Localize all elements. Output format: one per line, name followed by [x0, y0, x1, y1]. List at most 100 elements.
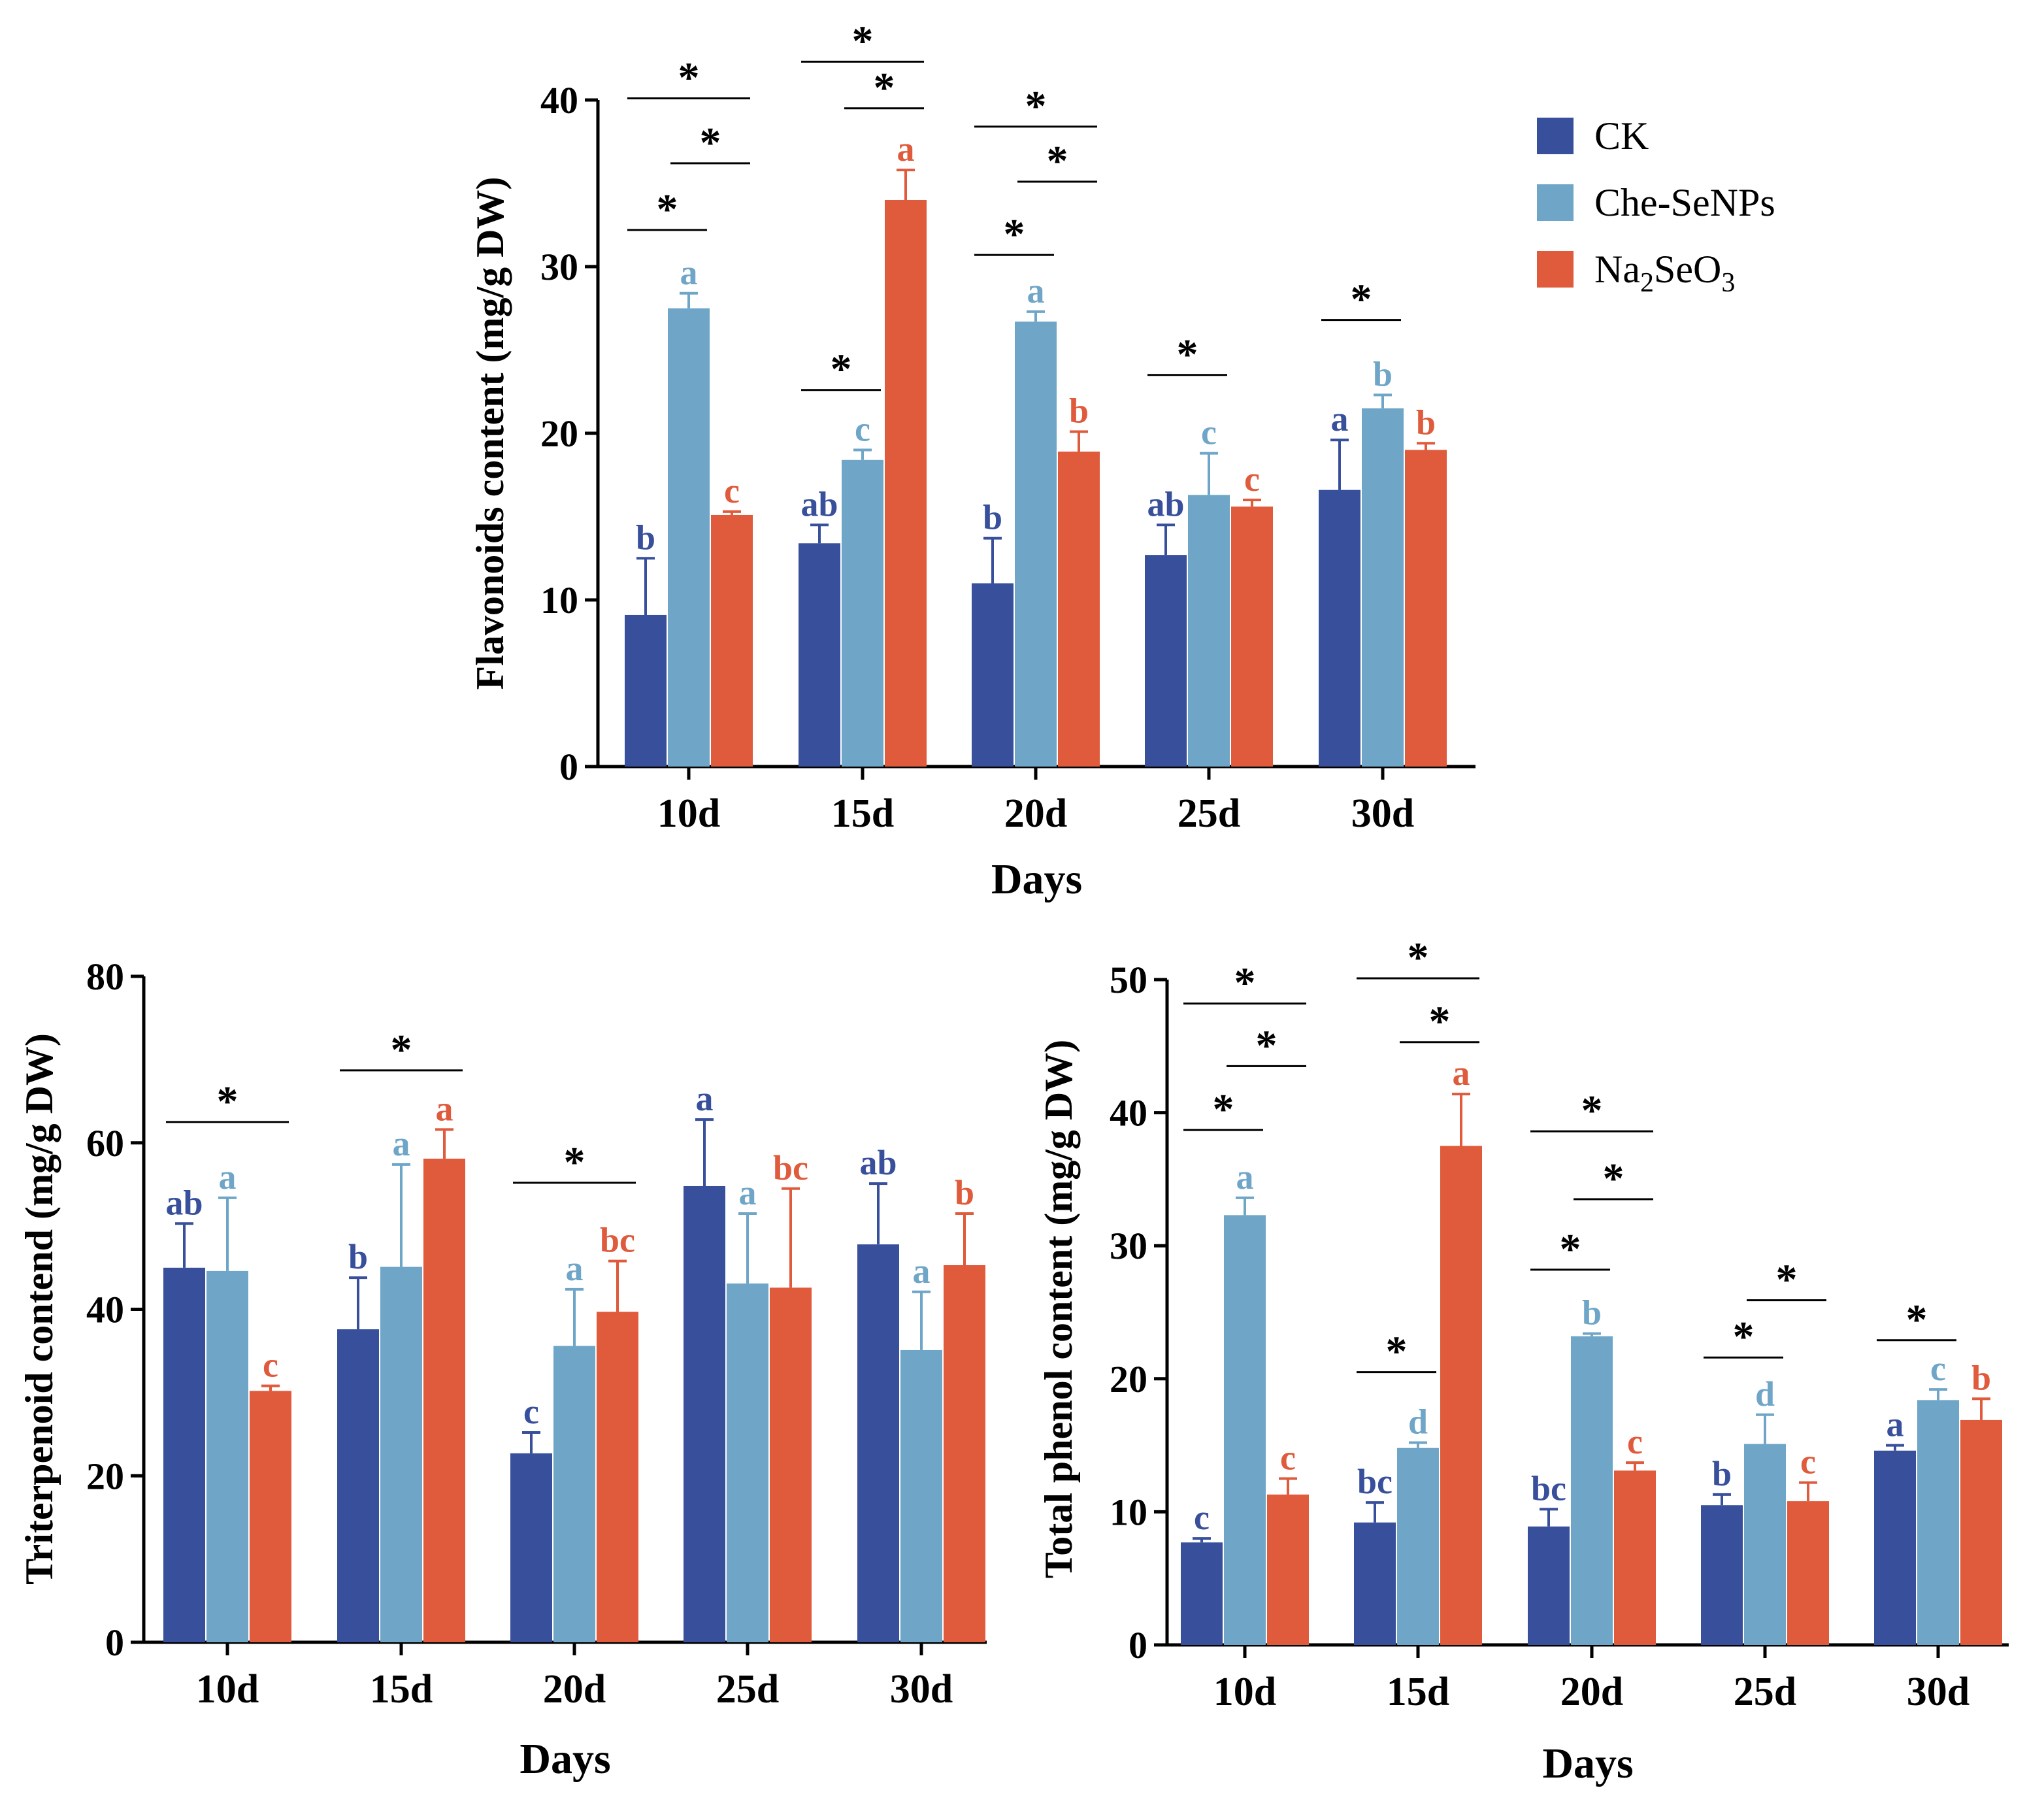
- bar-CK-15d: [1354, 1522, 1396, 1645]
- y-tick-label: 0: [1129, 1624, 1147, 1666]
- significance-star: *: [1047, 137, 1068, 185]
- bar-CK-10d: [1181, 1542, 1223, 1645]
- significance-star: *: [1906, 1296, 1928, 1344]
- x-axis-label: Days: [991, 855, 1082, 903]
- y-axis-label: Triterpenoid contend (mg/g DW): [18, 1033, 61, 1585]
- bar-Na2SeO3-30d: [1405, 450, 1447, 767]
- bar-Na2SeO3-15d: [885, 200, 927, 767]
- significance-star: *: [564, 1138, 585, 1186]
- y-tick-label: 10: [540, 579, 578, 621]
- significance-letter: a: [1453, 1053, 1470, 1093]
- x-axis-label: Days: [519, 1735, 610, 1783]
- bar-Na2SeO3-20d: [1614, 1470, 1656, 1645]
- significance-star: *: [1776, 1256, 1798, 1304]
- bar-Che-SeNPs-25d: [1188, 495, 1230, 767]
- significance-letter: a: [393, 1124, 410, 1163]
- significance-star: *: [1429, 998, 1451, 1046]
- x-axis-label: Days: [1542, 1740, 1633, 1787]
- bar-CK-15d: [799, 543, 840, 767]
- significance-letter: a: [696, 1079, 714, 1118]
- significance-star: *: [1177, 331, 1198, 378]
- chart-triterpenoid: 0 20 40 60 80 Triterpenoid contend (mg/g DW) D…: [18, 955, 987, 1783]
- bar-CK-30d: [1319, 489, 1360, 767]
- x-tick-label: 15d: [1387, 1670, 1449, 1714]
- y-tick-label: 50: [1110, 959, 1147, 1001]
- significance-letter: c: [1930, 1349, 1946, 1388]
- x-tick-label: 15d: [370, 1667, 433, 1712]
- bar-Che-SeNPs-20d: [1571, 1336, 1613, 1645]
- bar-CK-20d: [1528, 1526, 1570, 1645]
- significance-star: *: [1004, 210, 1025, 258]
- x-tick-label: 30d: [890, 1667, 953, 1712]
- significance-star: *: [1386, 1328, 1408, 1376]
- y-tick-label: 30: [1110, 1225, 1147, 1267]
- legend-swatch-Na2SeO3: [1537, 251, 1574, 288]
- x-tick-label: 20d: [543, 1667, 606, 1712]
- significance-star: *: [1603, 1155, 1624, 1202]
- bar-Che-SeNPs-30d: [900, 1350, 942, 1642]
- significance-letter: bc: [600, 1221, 635, 1260]
- bar-Che-SeNPs-10d: [668, 308, 710, 767]
- bar-CK-25d: [1701, 1505, 1743, 1645]
- significance-star: *: [1025, 82, 1047, 130]
- significance-star: *: [1256, 1021, 1278, 1069]
- x-tick-label: 10d: [1213, 1670, 1276, 1714]
- significance-letter: b: [348, 1237, 368, 1276]
- bar-CK-20d: [972, 583, 1014, 767]
- y-tick-label: 80: [86, 955, 124, 998]
- bar-Che-SeNPs-25d: [1744, 1444, 1786, 1645]
- bar-Na2SeO3-25d: [770, 1287, 812, 1642]
- significance-star: *: [1733, 1313, 1755, 1361]
- significance-star: *: [657, 186, 678, 233]
- x-tick-label: 10d: [657, 791, 720, 836]
- bar-Na2SeO3-10d: [711, 514, 753, 767]
- legend: CK Che-SeNPs Na2SeO3: [1537, 114, 1775, 298]
- bar-Che-SeNPs-10d: [206, 1270, 248, 1642]
- legend-swatch-CK: [1537, 118, 1574, 154]
- bar-CK-10d: [163, 1267, 205, 1642]
- y-tick-label: 20: [540, 412, 578, 455]
- significance-letter: ab: [859, 1143, 897, 1182]
- chart-flavonoids: 0 10 20 30 40 Flavonoids content (mg/g DW) Day…: [469, 17, 1475, 903]
- significance-letter: a: [897, 129, 915, 169]
- significance-star: *: [1581, 1087, 1603, 1134]
- y-tick-label: 40: [540, 79, 578, 122]
- significance-letter: c: [523, 1392, 539, 1431]
- significance-letter: d: [1755, 1374, 1775, 1414]
- y-tick-label: 40: [86, 1289, 124, 1331]
- legend-label-CK: CK: [1594, 114, 1649, 157]
- significance-letter: b: [1373, 354, 1393, 393]
- significance-star: *: [700, 119, 721, 167]
- y-tick-label: 60: [86, 1122, 124, 1165]
- significance-letter: bc: [773, 1148, 808, 1187]
- x-tick-label: 20d: [1004, 791, 1067, 836]
- significance-star: *: [1351, 276, 1372, 323]
- bar-Che-SeNPs-20d: [553, 1346, 595, 1642]
- y-tick-label: 0: [559, 746, 578, 788]
- significance-letter: a: [219, 1157, 237, 1197]
- significance-letter: d: [1408, 1402, 1428, 1442]
- significance-star: *: [1234, 959, 1256, 1007]
- significance-letter: ab: [165, 1183, 203, 1222]
- x-tick-label: 25d: [1734, 1670, 1796, 1714]
- bar-CK-10d: [625, 614, 667, 767]
- significance-star: *: [1560, 1225, 1581, 1273]
- significance-star: *: [391, 1026, 412, 1074]
- significance-letter: c: [263, 1346, 278, 1385]
- x-tick-label: 30d: [1351, 791, 1414, 836]
- bar-Na2SeO3-30d: [1960, 1419, 2002, 1645]
- significance-letter: b: [1582, 1293, 1602, 1333]
- y-axis-label: Total phenol content (mg/g DW): [1037, 1040, 1080, 1578]
- significance-star: *: [217, 1078, 239, 1125]
- significance-letter: a: [566, 1249, 584, 1288]
- x-tick-label: 20d: [1560, 1670, 1623, 1714]
- significance-letter: b: [1069, 391, 1089, 430]
- y-tick-label: 20: [1110, 1358, 1147, 1400]
- legend-label-Na2SeO3: Na2SeO3: [1594, 248, 1735, 298]
- legend-label-Che-SeNPs: Che-SeNPs: [1594, 181, 1775, 224]
- significance-letter: b: [983, 498, 1002, 537]
- significance-letter: c: [1194, 1498, 1210, 1537]
- bar-Che-SeNPs-25d: [727, 1283, 768, 1642]
- significance-letter: c: [724, 471, 740, 510]
